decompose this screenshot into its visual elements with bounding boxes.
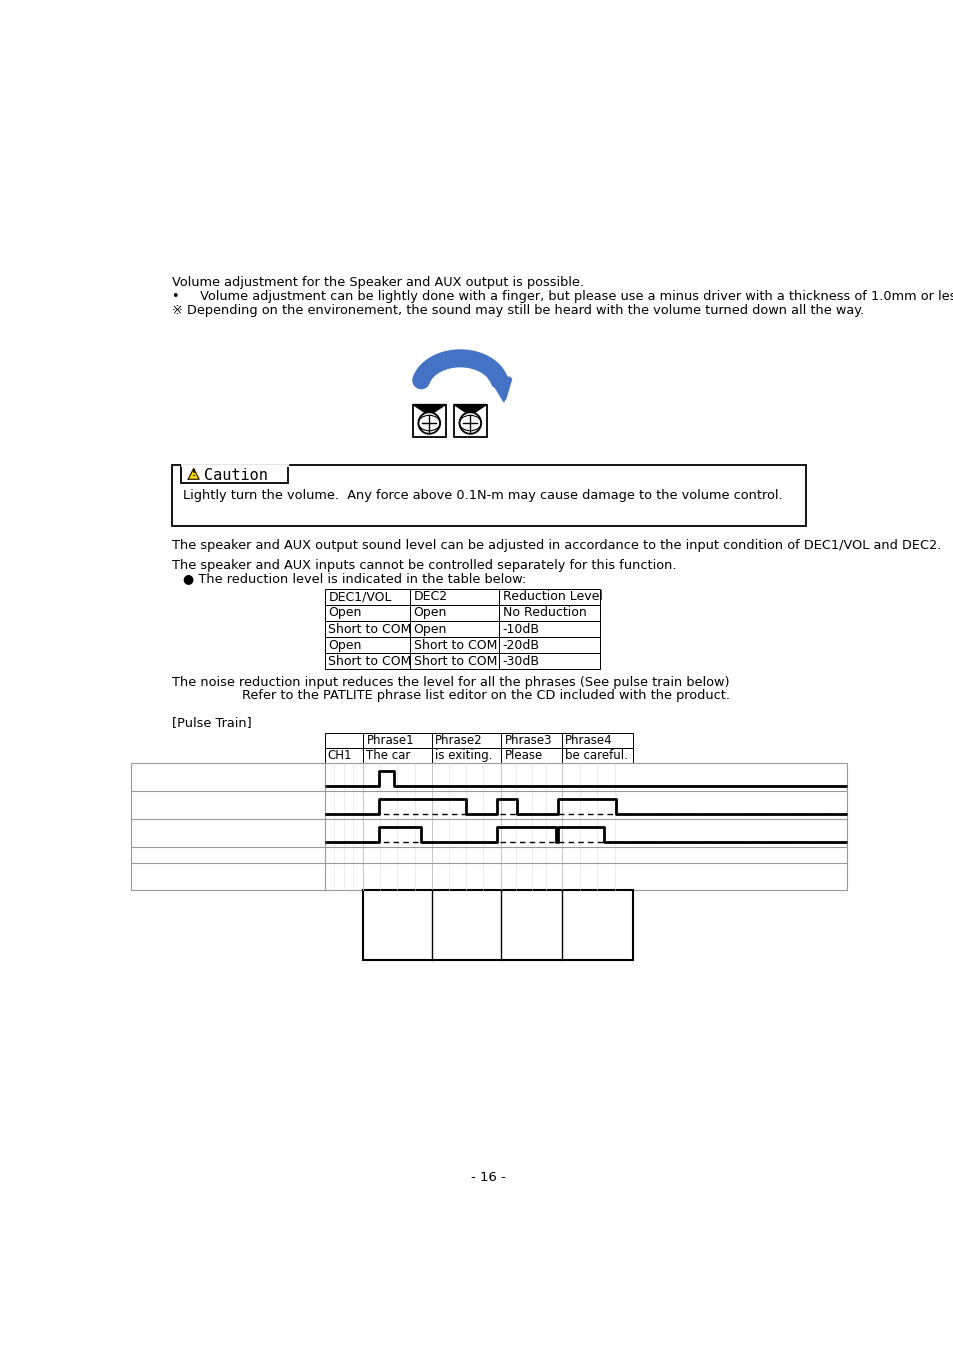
Text: Phrase3: Phrase3: [504, 734, 552, 747]
Polygon shape: [188, 468, 199, 479]
Text: ● The reduction level is indicated in the table below:: ● The reduction level is indicated in th…: [183, 572, 525, 586]
Bar: [498, 589, 599, 605]
Bar: [410, 589, 498, 605]
Bar: [498, 605, 599, 621]
Text: DEC1/VOL: DEC1/VOL: [328, 590, 392, 603]
Bar: [363, 733, 431, 748]
Bar: [431, 748, 500, 763]
Bar: [498, 637, 599, 653]
Text: Volume adjustment for the Speaker and AUX output is possible.: Volume adjustment for the Speaker and AU…: [172, 275, 583, 289]
Bar: [500, 733, 561, 748]
Bar: [410, 653, 498, 670]
Text: Caution: Caution: [204, 467, 268, 483]
Text: Phrase4: Phrase4: [564, 734, 612, 747]
Polygon shape: [413, 405, 445, 416]
Polygon shape: [488, 379, 511, 400]
Text: The noise reduction input reduces the level for all the phrases (See pulse train: The noise reduction input reduces the le…: [172, 676, 729, 690]
Text: Short to COM: Short to COM: [328, 622, 412, 636]
Bar: [131, 763, 846, 891]
Text: No Reduction: No Reduction: [502, 606, 586, 620]
Text: Short to COM: Short to COM: [328, 655, 412, 668]
Text: DEC2: DEC2: [414, 590, 447, 603]
Text: ※ Depending on the environement, the sound may still be heard with the volume tu: ※ Depending on the environement, the sou…: [172, 304, 863, 317]
Bar: [324, 589, 410, 605]
Text: Phrase1: Phrase1: [366, 734, 414, 747]
Bar: [324, 621, 410, 637]
Text: -30dB: -30dB: [502, 655, 539, 668]
Bar: [454, 405, 486, 437]
Text: Open: Open: [328, 606, 361, 620]
Text: [Pulse Train]: [Pulse Train]: [172, 717, 252, 729]
Bar: [410, 605, 498, 621]
Text: Reduction Level: Reduction Level: [502, 590, 602, 603]
Text: -10dB: -10dB: [502, 622, 539, 636]
Circle shape: [459, 412, 480, 433]
Text: Refer to the PATLITE phrase list editor on the CD included with the product.: Refer to the PATLITE phrase list editor …: [241, 690, 729, 702]
Text: is exiting.: is exiting.: [435, 749, 492, 761]
Text: !: !: [192, 468, 195, 478]
Text: Phrase2: Phrase2: [435, 734, 482, 747]
Text: The speaker and AUX inputs cannot be controlled separately for this function.: The speaker and AUX inputs cannot be con…: [172, 559, 676, 572]
Text: Please: Please: [504, 749, 542, 761]
Text: Open: Open: [328, 639, 361, 652]
Bar: [498, 621, 599, 637]
Bar: [413, 405, 445, 437]
Bar: [431, 733, 500, 748]
Polygon shape: [489, 377, 510, 402]
Bar: [172, 464, 805, 526]
Text: - 16 -: - 16 -: [471, 1170, 506, 1184]
Bar: [500, 748, 561, 763]
Bar: [498, 653, 599, 670]
Bar: [324, 605, 410, 621]
Bar: [181, 464, 288, 483]
Text: -20dB: -20dB: [502, 639, 539, 652]
Bar: [561, 733, 633, 748]
Bar: [324, 653, 410, 670]
Text: •     Volume adjustment can be lightly done with a finger, but please use a minu: • Volume adjustment can be lightly done …: [172, 290, 953, 302]
Text: be careful.: be careful.: [564, 749, 627, 761]
Text: The car: The car: [366, 749, 411, 761]
Text: Short to COM: Short to COM: [414, 655, 497, 668]
Bar: [324, 637, 410, 653]
Bar: [324, 733, 363, 748]
Bar: [363, 748, 431, 763]
Text: Short to COM: Short to COM: [414, 639, 497, 652]
Bar: [363, 891, 633, 960]
Text: CH1: CH1: [328, 749, 352, 761]
Bar: [561, 748, 633, 763]
Text: Open: Open: [414, 622, 447, 636]
Polygon shape: [454, 405, 486, 416]
Bar: [324, 748, 363, 763]
Text: Open: Open: [414, 606, 447, 620]
Text: The speaker and AUX output sound level can be adjusted in accordance to the inpu: The speaker and AUX output sound level c…: [172, 539, 941, 552]
Bar: [410, 621, 498, 637]
Bar: [410, 637, 498, 653]
Polygon shape: [181, 463, 288, 464]
Text: Lightly turn the volume.  Any force above 0.1N-m may cause damage to the volume : Lightly turn the volume. Any force above…: [183, 489, 781, 502]
Circle shape: [418, 412, 439, 433]
